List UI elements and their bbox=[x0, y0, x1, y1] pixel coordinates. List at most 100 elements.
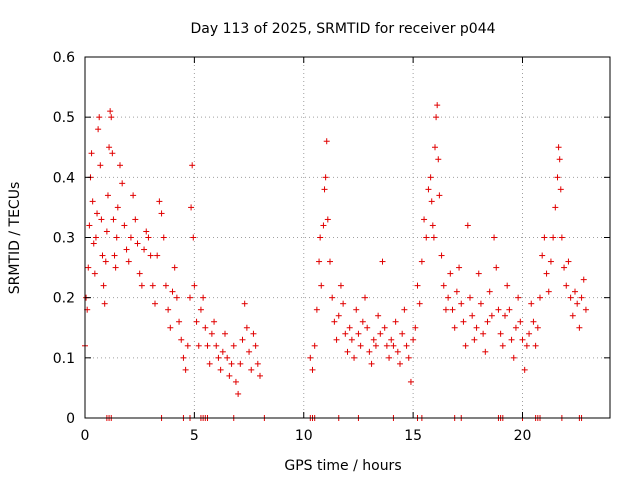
chart-title: Day 113 of 2025, SRMTID for receiver p04… bbox=[190, 21, 495, 37]
data-point bbox=[335, 312, 342, 319]
data-point bbox=[464, 222, 471, 229]
data-point bbox=[401, 306, 408, 313]
data-point bbox=[109, 150, 116, 157]
data-point bbox=[359, 318, 366, 325]
data-point bbox=[499, 342, 506, 349]
data-point bbox=[322, 174, 329, 181]
data-point bbox=[98, 216, 105, 223]
data-point bbox=[377, 330, 384, 337]
data-point bbox=[353, 306, 360, 313]
data-point bbox=[329, 294, 336, 301]
data-point bbox=[425, 186, 432, 193]
data-point bbox=[526, 330, 533, 337]
data-point bbox=[504, 282, 511, 289]
data-point bbox=[206, 360, 213, 367]
data-point bbox=[456, 264, 463, 271]
data-point bbox=[519, 336, 526, 343]
data-point bbox=[176, 318, 183, 325]
data-point bbox=[123, 246, 130, 253]
data-point bbox=[556, 156, 563, 163]
data-point bbox=[91, 270, 98, 277]
grid-lines bbox=[85, 57, 610, 418]
data-point bbox=[243, 324, 250, 331]
data-point bbox=[480, 330, 487, 337]
data-point bbox=[438, 252, 445, 259]
data-point bbox=[512, 324, 519, 331]
data-point bbox=[94, 210, 101, 217]
data-point bbox=[323, 138, 330, 145]
data-point bbox=[517, 318, 524, 325]
data-point bbox=[90, 240, 97, 247]
data-point bbox=[534, 324, 541, 331]
data-point bbox=[405, 354, 412, 361]
data-points bbox=[82, 102, 589, 421]
data-point bbox=[462, 342, 469, 349]
data-point bbox=[508, 336, 515, 343]
data-point bbox=[204, 342, 211, 349]
data-point bbox=[127, 234, 134, 241]
data-point bbox=[110, 216, 117, 223]
data-point bbox=[106, 144, 113, 151]
data-point bbox=[541, 234, 548, 241]
data-point bbox=[86, 222, 93, 229]
data-point bbox=[152, 300, 158, 307]
data-point bbox=[224, 354, 231, 361]
y-tick-label: 0.4 bbox=[53, 170, 75, 186]
data-point bbox=[576, 324, 583, 331]
data-point bbox=[381, 324, 388, 331]
y-axis-label: SRMTID / TECUs bbox=[7, 182, 23, 295]
data-point bbox=[554, 174, 561, 181]
data-point bbox=[394, 348, 401, 355]
data-point bbox=[355, 330, 362, 337]
data-point bbox=[178, 336, 185, 343]
data-point bbox=[165, 306, 172, 313]
data-point bbox=[147, 252, 154, 259]
data-point bbox=[182, 366, 189, 373]
data-point bbox=[467, 294, 473, 301]
data-point bbox=[113, 234, 120, 241]
data-point bbox=[407, 378, 414, 385]
data-point bbox=[555, 144, 562, 151]
data-point bbox=[232, 378, 239, 385]
data-point bbox=[324, 216, 331, 223]
data-point bbox=[92, 234, 99, 241]
data-point bbox=[85, 264, 92, 271]
data-point bbox=[364, 324, 371, 331]
data-point bbox=[112, 264, 119, 271]
data-point bbox=[239, 336, 246, 343]
data-point bbox=[414, 282, 421, 289]
data-point bbox=[337, 282, 344, 289]
data-point bbox=[95, 126, 102, 133]
x-tick-label: 0 bbox=[81, 428, 90, 444]
data-point bbox=[442, 306, 449, 313]
data-point bbox=[246, 348, 253, 355]
data-point bbox=[569, 312, 576, 319]
data-point bbox=[252, 342, 259, 349]
data-point bbox=[117, 162, 123, 169]
data-point bbox=[340, 300, 347, 307]
data-point bbox=[187, 294, 193, 301]
data-point bbox=[241, 300, 248, 307]
data-point bbox=[475, 270, 482, 277]
y-tick-label: 0.1 bbox=[53, 351, 75, 367]
data-point bbox=[217, 366, 224, 373]
data-point bbox=[460, 318, 467, 325]
data-point bbox=[567, 294, 574, 301]
data-point bbox=[141, 246, 148, 253]
data-point bbox=[523, 342, 530, 349]
data-point bbox=[539, 252, 546, 259]
data-point bbox=[432, 144, 438, 151]
data-point bbox=[582, 306, 589, 313]
data-point bbox=[445, 294, 452, 301]
data-point bbox=[366, 348, 373, 355]
data-point bbox=[222, 330, 228, 337]
data-point bbox=[316, 258, 323, 265]
data-point bbox=[453, 288, 460, 295]
data-point bbox=[435, 156, 442, 163]
data-point bbox=[477, 300, 484, 307]
data-point bbox=[502, 312, 508, 319]
data-point bbox=[430, 234, 437, 241]
data-point bbox=[208, 330, 215, 337]
data-point bbox=[202, 324, 209, 331]
data-point bbox=[226, 372, 233, 379]
